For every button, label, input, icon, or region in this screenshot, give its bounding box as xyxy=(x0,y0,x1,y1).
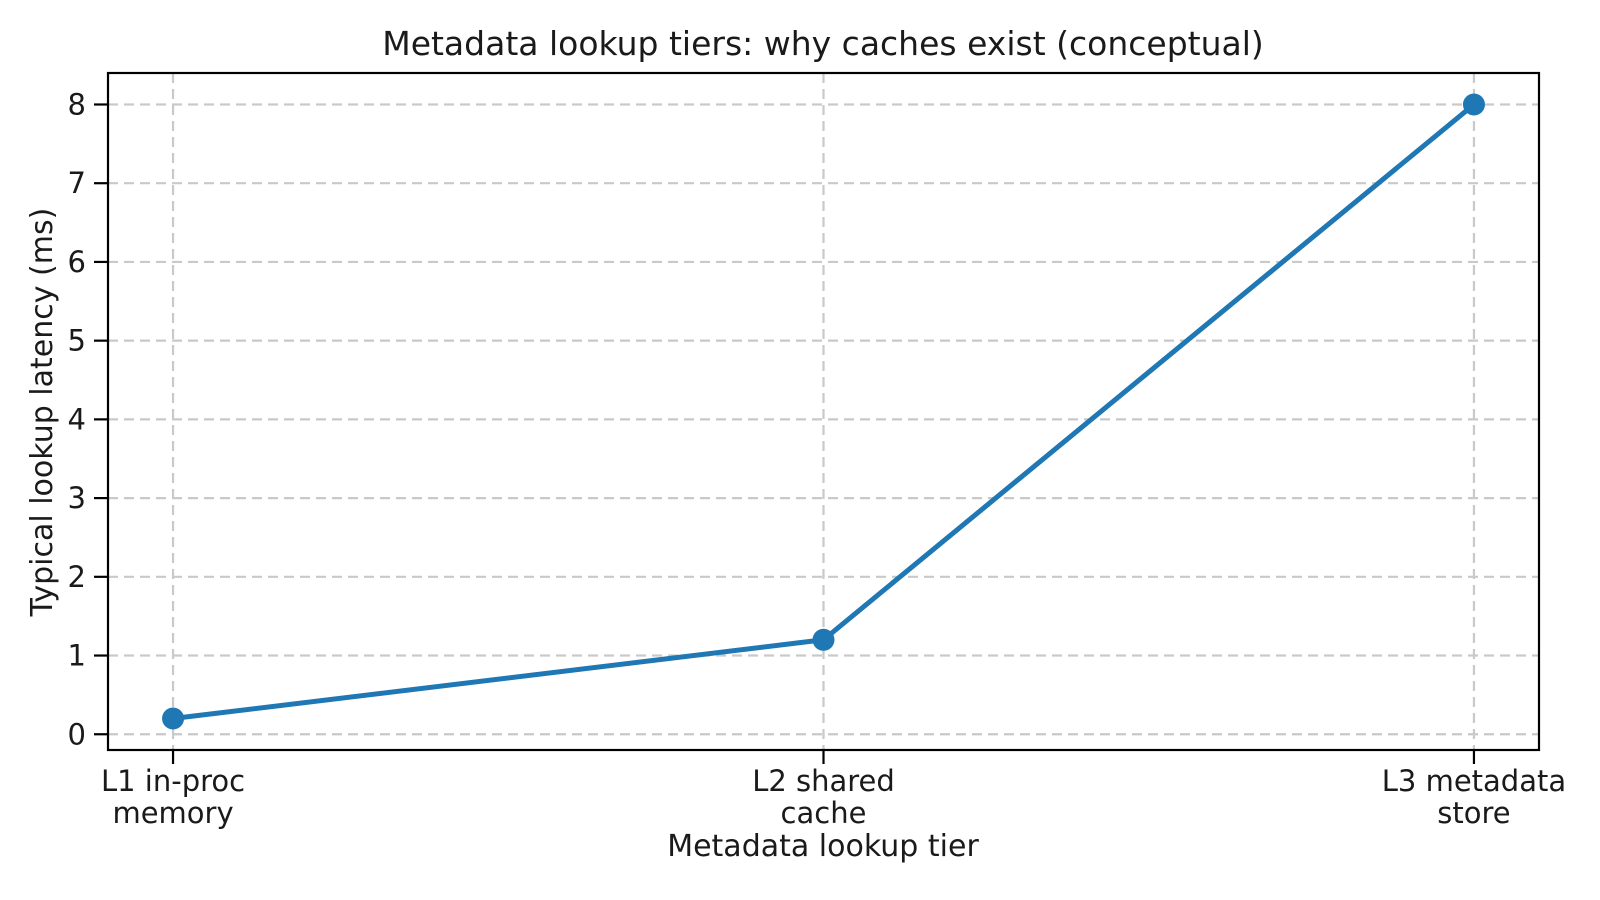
y-tick-label: 2 xyxy=(68,560,86,594)
data-point-marker xyxy=(1462,93,1485,116)
x-tick-label: L2 shared xyxy=(752,764,895,798)
x-tick-label: L3 metadata xyxy=(1382,764,1566,798)
y-axis-label: Typical lookup latency (ms) xyxy=(25,208,60,618)
y-tick-label: 5 xyxy=(68,324,86,358)
plot-frame xyxy=(106,71,1541,752)
y-tick-label: 6 xyxy=(68,245,86,279)
chart-title: Metadata lookup tiers: why caches exist … xyxy=(382,24,1264,63)
x-axis-label: Metadata lookup tier xyxy=(667,829,979,864)
y-tick-label: 0 xyxy=(68,717,86,751)
x-tick-label: cache xyxy=(781,796,867,830)
data-point-marker xyxy=(162,707,185,730)
y-tick-label: 8 xyxy=(68,87,86,121)
axes-layer xyxy=(94,71,1541,764)
x-tick-label: store xyxy=(1437,796,1510,830)
y-tick-label: 1 xyxy=(68,639,86,673)
x-tick-label: memory xyxy=(112,796,233,830)
y-tick-label: 3 xyxy=(68,481,86,515)
x-tick-label: L1 in-proc xyxy=(101,764,245,798)
y-tick-label: 4 xyxy=(68,402,86,436)
data-point-marker xyxy=(812,628,835,651)
y-tick-label: 7 xyxy=(68,166,86,200)
series-layer xyxy=(162,93,1485,730)
grid-layer xyxy=(108,73,1539,750)
